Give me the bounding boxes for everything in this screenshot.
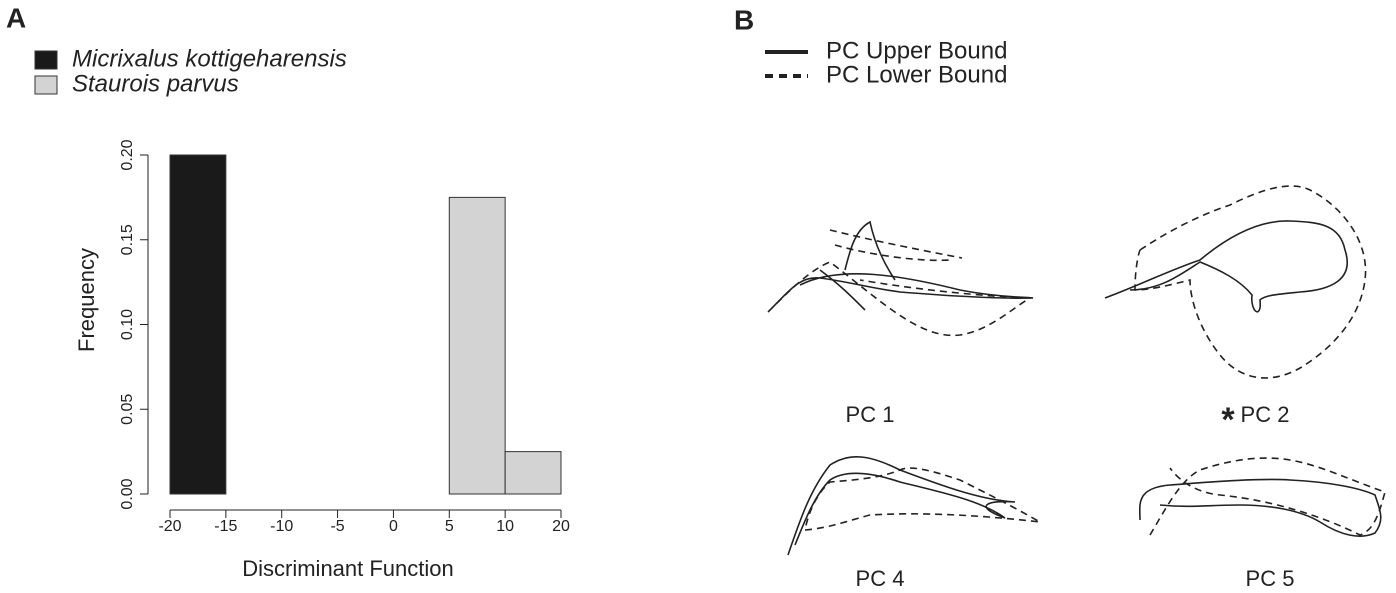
y-tick-label: 0.00: [119, 478, 136, 509]
y-tick-label: 0.20: [119, 139, 136, 170]
legend-label: PC Lower Bound: [826, 61, 1007, 88]
x-tick-label: 5: [445, 518, 454, 535]
x-tick-label: -20: [158, 518, 181, 535]
bar: [169, 154, 227, 495]
legend-label: PC Upper Bound: [826, 37, 1007, 64]
legend-label: Micrixalus kottigeharensis: [72, 45, 347, 72]
x-tick-label: -15: [214, 518, 237, 535]
shape-pc5: [1138, 457, 1386, 537]
shape-pc2: [1104, 185, 1367, 379]
legend-swatch: [34, 50, 58, 70]
y-tick-label: 0.15: [119, 224, 136, 255]
bar: [448, 196, 506, 495]
x-tick-label: 20: [552, 518, 570, 535]
x-tick-label: -5: [330, 518, 344, 535]
significance-marker: *: [1221, 401, 1235, 439]
x-tick-label: 0: [389, 518, 398, 535]
y-tick-label: 0.05: [119, 394, 136, 425]
panel-label: A: [6, 2, 26, 33]
shape-label: PC 4: [856, 566, 905, 588]
shape-label: PC 2: [1241, 402, 1290, 427]
shape-pc1: [767, 220, 1034, 337]
legend-swatch: [34, 75, 58, 95]
shape-label: PC 1: [846, 402, 895, 427]
shape-pc4: [787, 455, 1041, 556]
y-tick-label: 0.10: [119, 309, 136, 340]
shape-label: PC 5: [1246, 566, 1295, 588]
x-axis-title: Discriminant Function: [242, 556, 454, 581]
bar: [504, 451, 562, 495]
x-tick-label: 10: [496, 518, 514, 535]
panel-label: B: [734, 4, 754, 35]
x-tick-label: -10: [270, 518, 293, 535]
legend-label: Staurois parvus: [72, 70, 239, 97]
y-axis-title: Frequency: [74, 248, 99, 352]
